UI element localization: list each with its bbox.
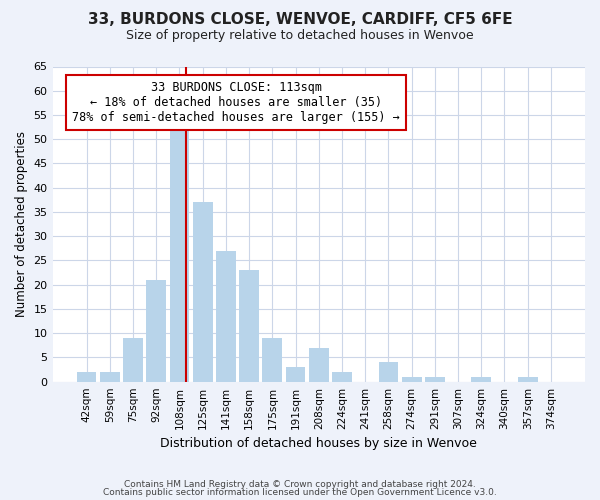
Text: Size of property relative to detached houses in Wenvoe: Size of property relative to detached ho… xyxy=(126,29,474,42)
X-axis label: Distribution of detached houses by size in Wenvoe: Distribution of detached houses by size … xyxy=(160,437,477,450)
Text: Contains HM Land Registry data © Crown copyright and database right 2024.: Contains HM Land Registry data © Crown c… xyxy=(124,480,476,489)
Text: 33 BURDONS CLOSE: 113sqm
← 18% of detached houses are smaller (35)
78% of semi-d: 33 BURDONS CLOSE: 113sqm ← 18% of detach… xyxy=(73,80,400,124)
Bar xyxy=(332,372,352,382)
Bar xyxy=(262,338,282,382)
Bar xyxy=(123,338,143,382)
Bar xyxy=(100,372,119,382)
Bar xyxy=(286,367,305,382)
Bar xyxy=(518,377,538,382)
Bar xyxy=(216,251,236,382)
Bar xyxy=(146,280,166,382)
Text: 33, BURDONS CLOSE, WENVOE, CARDIFF, CF5 6FE: 33, BURDONS CLOSE, WENVOE, CARDIFF, CF5 … xyxy=(88,12,512,28)
Bar xyxy=(472,377,491,382)
Bar xyxy=(77,372,97,382)
Bar xyxy=(379,362,398,382)
Y-axis label: Number of detached properties: Number of detached properties xyxy=(15,131,28,317)
Bar xyxy=(425,377,445,382)
Bar xyxy=(309,348,329,382)
Bar xyxy=(193,202,212,382)
Text: Contains public sector information licensed under the Open Government Licence v3: Contains public sector information licen… xyxy=(103,488,497,497)
Bar xyxy=(170,124,190,382)
Bar xyxy=(239,270,259,382)
Bar xyxy=(402,377,422,382)
